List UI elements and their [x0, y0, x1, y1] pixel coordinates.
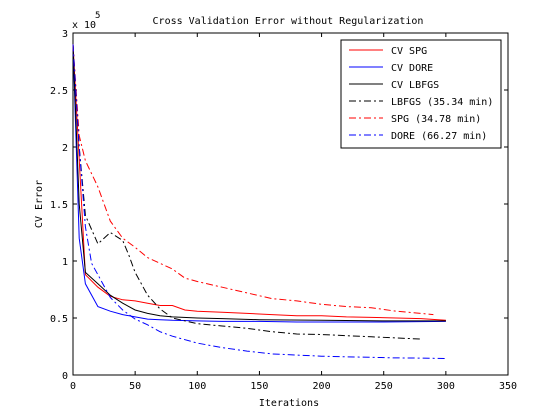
- series-line-4: [72, 44, 434, 316]
- plot-area: 0 50 100 150 200 250 300 350 0 0.5 1 1.5 2 2.5 3: [50, 29, 517, 392]
- x-tick-label: 50: [129, 381, 141, 392]
- y-tick-label: 0.5: [50, 314, 68, 325]
- chart-title: Cross Validation Error without Regulariz…: [153, 16, 424, 27]
- legend: CV SPG CV DORE CV LBFGS LBFGS (35.34 min) SP…: [340, 39, 502, 149]
- y-tick-label: 2.5: [50, 86, 68, 97]
- y-tick-label: 2: [62, 143, 68, 154]
- legend-label-2: CV LBFGS: [391, 80, 439, 91]
- legend-label-3: LBFGS (35.34 min): [391, 97, 493, 108]
- x-tick-label: 200: [313, 381, 331, 392]
- x-tick-label: 350: [499, 381, 517, 392]
- series-line-3: [72, 44, 422, 340]
- series-line-2: [72, 44, 446, 322]
- y-axis-multiplier: x 10: [72, 20, 96, 31]
- legend-box: [340, 39, 502, 149]
- x-axis-label: Iterations: [259, 398, 319, 409]
- y-tick-label: 3: [62, 29, 68, 40]
- x-tick-label: 250: [375, 381, 393, 392]
- y-tick-label: 1: [62, 257, 68, 268]
- x-tick-label: 100: [188, 381, 206, 392]
- y-axis-label: CV Error: [34, 180, 45, 228]
- series-line-1: [72, 44, 446, 323]
- legend-label-4: SPG (34.78 min): [391, 114, 481, 125]
- legend-label-0: CV SPG: [391, 46, 427, 57]
- legend-label-5: DORE (66.27 min): [391, 131, 487, 142]
- y-tick-label: 1.5: [50, 200, 68, 211]
- x-tick-label: 150: [250, 381, 268, 392]
- y-axis-multiplier-exponent: 5: [95, 11, 100, 21]
- x-tick-label: 0: [70, 381, 76, 392]
- x-tick-label: 300: [437, 381, 455, 392]
- series-line-5: [72, 44, 446, 359]
- y-tick-label: 0: [62, 371, 68, 382]
- legend-label-1: CV DORE: [391, 63, 433, 74]
